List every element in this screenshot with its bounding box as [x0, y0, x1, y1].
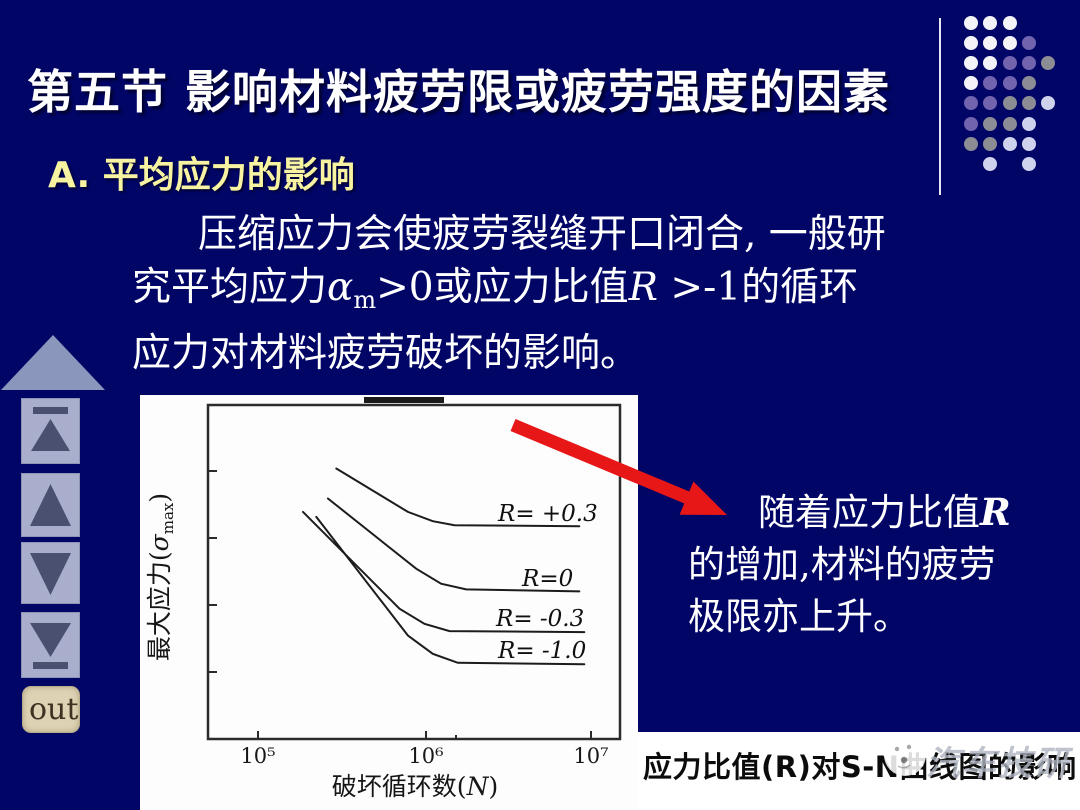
deco-dot [983, 96, 998, 111]
deco-dot [1002, 76, 1017, 91]
body-line2-seg1: 究平均应力 [132, 265, 328, 310]
curve-label-r-0: R=0 [521, 566, 573, 592]
caption-strip: 应力比值(R)对S-N曲线图的影响 [638, 732, 1080, 810]
deco-dot [1021, 116, 1036, 131]
deco-dot [983, 116, 998, 131]
deco-dot [964, 96, 978, 111]
deco-dot [964, 116, 978, 131]
sn-chart-svg: R= +0.3 R=0 R= -0.3 R= -1.0 10⁵ 10⁶ 10⁷ … [145, 397, 622, 801]
deco-dot [983, 156, 998, 171]
next-slide-button[interactable] [21, 542, 80, 604]
deco-dot [964, 136, 978, 151]
y-axis-label: 最大应力(σmax) [145, 493, 177, 661]
deco-dot [1021, 76, 1036, 91]
deco-dot [1002, 16, 1017, 30]
deco-dot [983, 36, 998, 51]
first-slide-button[interactable] [21, 398, 80, 464]
callout-line1-text: 随着应力比值 [758, 491, 980, 534]
x-axis-label: 破坏循环数(N) [332, 772, 498, 801]
deco-dot [1041, 96, 1056, 111]
x-tick-1e5: 10⁵ [240, 744, 275, 768]
deco-dot [964, 56, 978, 71]
curve-label-r-plus-0.3: R= +0.3 [497, 501, 598, 527]
deco-dot [964, 36, 978, 51]
sn-curves [302, 467, 586, 666]
deco-dot [1002, 36, 1017, 51]
alpha-symbol: α [327, 265, 354, 310]
callout-line-3: 极限亦上升。 [688, 595, 910, 638]
out-button[interactable]: out [22, 686, 80, 733]
body-paragraph: 压缩应力会使疲劳裂缝开口闭合, 一般研 究平均应力αm>0或应力比值R >-1的… [132, 208, 977, 380]
plot-frame [206, 403, 622, 741]
sn-curve-R0 [326, 497, 581, 593]
curve-label-r-minus-1.0: R= -1.0 [497, 638, 586, 664]
body-line-3: 应力对材料疲劳破坏的影响。 [132, 331, 640, 376]
deco-dot [983, 136, 998, 151]
triangle-up-icon [30, 484, 71, 526]
body-line-1: 压缩应力会使疲劳裂缝开口闭合, 一般研 [198, 212, 886, 257]
callout-text: 随着应力比值R 的增加,材料的疲劳 极限亦上升。 [688, 486, 1060, 643]
deco-dot [1041, 56, 1056, 71]
dot-grid-decoration [964, 16, 1074, 194]
deco-dot [1021, 136, 1036, 151]
callout-line-1: 随着应力比值R [688, 486, 1060, 539]
deco-dot [964, 16, 978, 30]
figure-caption: 应力比值(R)对S-N曲线图的影响 [643, 750, 1077, 784]
r-symbol: R [628, 265, 658, 310]
deco-dot [983, 56, 998, 71]
deco-dot [1021, 156, 1036, 171]
watermark-logo-icon [884, 734, 926, 776]
sn-curve-R-1.0 [315, 515, 586, 666]
watermark-text: 汽车技研 [926, 744, 1070, 784]
deco-dot [964, 76, 978, 91]
separator-line [939, 18, 941, 195]
last-slide-button[interactable] [21, 612, 80, 678]
callout-r-symbol: R [980, 490, 1011, 534]
slide-title: 第五节 影响材料疲劳限或疲劳强度的因素 [27, 65, 891, 119]
deco-dot [1002, 56, 1017, 71]
triangle-down-icon [30, 553, 71, 595]
deco-dot [1002, 96, 1017, 111]
previous-slide-button[interactable] [21, 473, 80, 537]
scan-artifact [364, 397, 444, 403]
deco-dot [1021, 56, 1036, 71]
alpha-subscript: m [353, 286, 377, 314]
last-slide-icon [30, 623, 71, 669]
x-tick-1e6: 10⁶ [408, 744, 443, 768]
deco-dot [1002, 136, 1017, 151]
body-line-2: 究平均应力αm>0或应力比值R >-1的循环 [132, 261, 977, 327]
big-up-arrow-shape [1, 335, 105, 390]
first-slide-icon [31, 407, 70, 451]
callout-line-2: 的增加,材料的疲劳 [688, 543, 996, 586]
sn-chart-figure: R= +0.3 R=0 R= -0.3 R= -1.0 10⁵ 10⁶ 10⁷ … [140, 395, 638, 810]
deco-dot [983, 16, 998, 30]
deco-dot [1002, 116, 1017, 131]
deco-dot [983, 76, 998, 91]
body-line2-seg3: >-1的循环 [658, 265, 859, 310]
body-line2-seg2: >0或应力比值 [376, 265, 629, 310]
sn-curve-R-0.3 [302, 510, 586, 634]
curve-label-r-minus-0.3: R= -0.3 [495, 606, 584, 632]
sn-curve-R+0.3 [335, 467, 581, 528]
deco-dot [1021, 36, 1036, 51]
axis-ticks [208, 470, 592, 739]
section-subtitle: A. 平均应力的影响 [48, 155, 355, 196]
deco-dot [1021, 96, 1036, 111]
x-tick-1e7: 10⁷ [573, 744, 608, 768]
